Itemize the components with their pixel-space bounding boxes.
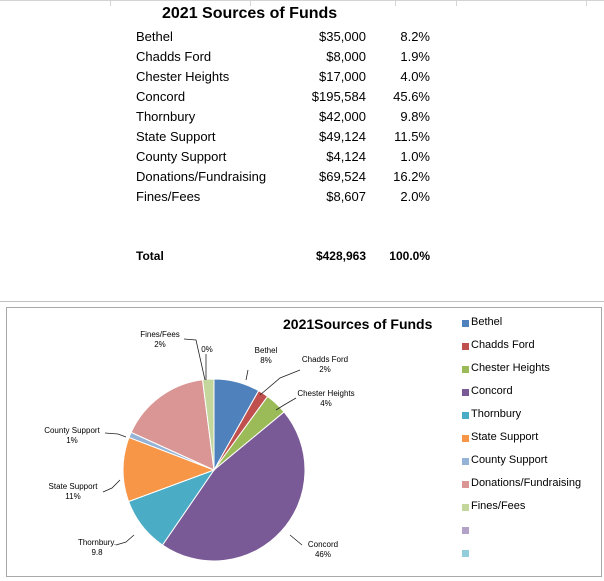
- row-percent: 45.6%: [393, 89, 430, 104]
- row-amount: $8,000: [326, 49, 366, 64]
- row-percent: 1.9%: [400, 49, 430, 64]
- legend-swatch: [462, 481, 469, 488]
- total-row[interactable]: Total $428,963 100.0%: [0, 249, 604, 269]
- row-amount: $35,000: [319, 29, 366, 44]
- row-amount: $42,000: [319, 109, 366, 124]
- row-percent: 4.0%: [400, 69, 430, 84]
- table-row[interactable]: County Support $4,124 1.0%: [0, 149, 604, 169]
- row-name: Chadds Ford: [136, 49, 212, 64]
- legend-swatch: [462, 366, 469, 373]
- table-row[interactable]: State Support $49,124 11.5%: [0, 129, 604, 149]
- legend-label: Bethel: [471, 316, 503, 328]
- legend-swatch: [462, 343, 469, 350]
- leader-line: [183, 338, 206, 381]
- row-name: Thornbury: [136, 109, 196, 124]
- data-label: Bethel 8%: [255, 346, 278, 365]
- row-name: State Support: [136, 129, 216, 144]
- row-percent: 2.0%: [400, 189, 430, 204]
- row-percent: 1.0%: [400, 149, 430, 164]
- legend-swatch: [462, 389, 469, 396]
- legend-swatch: [462, 412, 469, 419]
- leader-line: [259, 369, 301, 396]
- total-amount: $428,963: [315, 249, 366, 263]
- row-name: Donations/Fundraising: [136, 169, 267, 184]
- legend-label: State Support: [471, 431, 539, 443]
- table-row[interactable]: Bethel $35,000 8.2%: [0, 29, 604, 49]
- data-label: Fines/Fees 2%: [140, 330, 180, 349]
- row-percent: 8.2%: [400, 29, 430, 44]
- legend-label: Donations/Fundraising: [471, 477, 582, 489]
- data-label: 0%: [201, 345, 213, 354]
- total-label: Total: [136, 249, 164, 263]
- sheet-page-divider: [0, 301, 604, 302]
- legend-label: Chester Heights: [471, 362, 550, 374]
- row-amount: $195,584: [311, 89, 366, 104]
- row-amount: $69,524: [319, 169, 366, 184]
- row-name: Concord: [136, 89, 186, 104]
- row-amount: $4,124: [326, 149, 366, 164]
- row-percent: 16.2%: [393, 169, 430, 184]
- pie-slice-state-support[interactable]: [122, 436, 216, 503]
- legend-swatch: [462, 504, 469, 511]
- legend-swatch: [462, 435, 469, 442]
- legend-label: Concord: [471, 385, 513, 397]
- table-row[interactable]: Thornbury $42,000 9.8%: [0, 109, 604, 129]
- row-name: Chester Heights: [136, 69, 230, 84]
- row-percent: 9.8%: [400, 109, 430, 124]
- chart-area[interactable]: [6, 307, 602, 577]
- table-title: 2021 Sources of Funds: [162, 5, 338, 22]
- legend-swatch: [462, 550, 469, 557]
- table-row[interactable]: Chadds Ford $8,000 1.9%: [0, 49, 604, 69]
- data-label: County Support 1%: [44, 426, 100, 445]
- leader-line: [104, 432, 127, 438]
- total-percent: 100.0%: [389, 249, 430, 263]
- legend-label: Chadds Ford: [471, 339, 535, 351]
- data-label: Thornbury. 9.8: [78, 538, 116, 557]
- table-row[interactable]: Fines/Fees $8,607 2.0%: [0, 189, 604, 209]
- legend-label: Fines/Fees: [471, 500, 526, 512]
- table-row[interactable]: Donations/Fundraising $69,524 16.2%: [0, 169, 604, 189]
- chart-title: 2021Sources of Funds: [283, 316, 433, 332]
- pie-slice-fines-fees[interactable]: [202, 378, 215, 471]
- sheet-column-divider: [456, 0, 457, 6]
- table-row[interactable]: Chester Heights $17,000 4.0%: [0, 69, 604, 89]
- sheet-column-divider: [250, 0, 251, 6]
- pie-slice-donations-fundraising[interactable]: [130, 379, 215, 471]
- sheet-column-divider: [395, 0, 396, 6]
- sheet-column-divider: [586, 0, 587, 6]
- row-amount: $49,124: [319, 129, 366, 144]
- legend-swatch: [462, 527, 469, 534]
- leader-line: [289, 534, 303, 546]
- legend-swatch: [462, 320, 469, 327]
- leader-line: [245, 369, 249, 381]
- leader-line: [275, 397, 297, 411]
- row-amount: $17,000: [319, 69, 366, 84]
- sheet-column-divider: [110, 0, 111, 6]
- leader-line: [102, 479, 121, 493]
- data-label: State Support 11%: [49, 482, 99, 501]
- legend-label: County Support: [471, 454, 548, 466]
- sheet-gridline-top: [0, 0, 604, 1]
- row-name: Bethel: [136, 29, 173, 44]
- data-label: Concord 46%: [308, 540, 338, 559]
- data-label: Chester Heights 4%: [297, 389, 354, 408]
- legend-label: Thornbury: [471, 408, 522, 420]
- row-name: County Support: [136, 149, 227, 164]
- pie-slice-concord[interactable]: [161, 411, 306, 562]
- data-label: Chadds Ford 2%: [302, 355, 348, 374]
- row-amount: $8,607: [326, 189, 366, 204]
- table-row[interactable]: Concord $195,584 45.6%: [0, 89, 604, 109]
- legend-swatch: [462, 458, 469, 465]
- leader-line: [115, 534, 135, 546]
- row-percent: 11.5%: [394, 129, 430, 144]
- row-name: Fines/Fees: [136, 189, 201, 204]
